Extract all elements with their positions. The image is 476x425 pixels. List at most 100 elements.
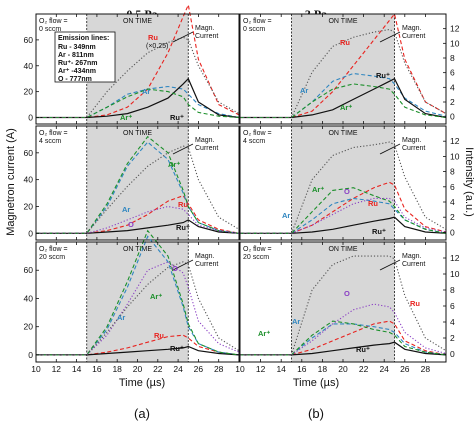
y-tick-label-right: 0 bbox=[450, 227, 455, 237]
series-line-ru bbox=[240, 181, 447, 234]
series-line-ar bbox=[36, 235, 240, 356]
y-tick-label-right: 4 bbox=[450, 197, 455, 207]
series-label-arplus: Ar⁺ bbox=[168, 160, 180, 169]
series-line-ar bbox=[240, 323, 447, 356]
legend-entry: Ru - 349nm bbox=[58, 44, 96, 51]
series-label-arplus: Ar⁺ bbox=[340, 103, 352, 112]
y-tick-label-right: 10 bbox=[450, 38, 460, 48]
series-line-ru bbox=[36, 77, 240, 119]
on-time-label: ON TIME bbox=[328, 246, 357, 253]
legend-entry: O - 777nm bbox=[58, 76, 92, 83]
x-tick-label: 14 bbox=[72, 364, 82, 374]
x-axis-label-0: Time (µs) bbox=[119, 377, 165, 389]
series-label-ruplus: Ru⁺ bbox=[170, 344, 184, 353]
sublabel-b: (b) bbox=[308, 406, 324, 421]
series-label-ru: Ru bbox=[148, 33, 158, 42]
magn-current-label: Current bbox=[402, 145, 425, 152]
series-line-ru bbox=[240, 216, 447, 234]
series-label-ar: Ar bbox=[122, 205, 130, 214]
series-line-o bbox=[36, 261, 240, 356]
o2-flow-value: 0 sccm bbox=[39, 26, 61, 33]
y-tick-label-right: 2 bbox=[450, 333, 455, 343]
x-axis-label-1: Time (µs) bbox=[293, 377, 339, 389]
series-label-ru: Ru bbox=[154, 331, 164, 340]
magn-current-label: Current bbox=[195, 261, 218, 268]
y-tick-label-left: 0 bbox=[28, 350, 33, 360]
annotations-group: Magn.CurrentMagn.CurrentMagn.CurrentMagn… bbox=[54, 25, 425, 354]
series-label-ru: Ru bbox=[410, 299, 420, 308]
y-tick-label-right: 8 bbox=[450, 167, 455, 177]
y-tick-label-right: 12 bbox=[450, 136, 460, 146]
y-tick-label-right: 2 bbox=[450, 212, 455, 222]
y-axis-label-left: Magnetron current (A) bbox=[5, 128, 17, 236]
legend-title: Emission lines: bbox=[58, 35, 109, 42]
series-line-ar bbox=[240, 320, 447, 356]
y-tick-label-left: 60 bbox=[24, 265, 34, 275]
series-label-ar: Ar bbox=[300, 86, 308, 95]
on-time-label: ON TIME bbox=[328, 18, 357, 25]
magn-current-arrow bbox=[379, 143, 401, 155]
y-tick-label-left: 40 bbox=[24, 175, 34, 185]
x-tick-label: 22 bbox=[359, 364, 369, 374]
series-line-ar bbox=[240, 187, 447, 234]
x-tick-label: 16 bbox=[297, 364, 307, 374]
x-tick-label: 22 bbox=[153, 364, 163, 374]
series-label-ar: Ar bbox=[142, 87, 150, 96]
y-tick-label-left: 60 bbox=[24, 148, 34, 158]
magn-current-label: Magn. bbox=[195, 25, 215, 32]
series-label-arplus: Ar⁺ bbox=[312, 185, 324, 194]
x-tick-label: 20 bbox=[133, 364, 143, 374]
series-line-ru bbox=[36, 195, 240, 234]
y-tick-label-left: 0 bbox=[28, 228, 33, 238]
x-tick-label: 20 bbox=[338, 364, 348, 374]
series-label-arplus: Ar⁺ bbox=[120, 113, 132, 122]
series-line-magncurrent bbox=[36, 261, 240, 356]
y-tick-label-left: 40 bbox=[24, 61, 34, 71]
o2-flow-label: O₂ flow = bbox=[39, 130, 68, 137]
y-tick-label-left: 40 bbox=[24, 293, 34, 303]
on-time-label: ON TIME bbox=[123, 18, 152, 25]
o2-flow-label: O₂ flow = bbox=[39, 246, 68, 253]
y-tick-label-right: 10 bbox=[450, 151, 460, 161]
magn-current-label: Current bbox=[195, 33, 218, 40]
series-label-o: O bbox=[172, 264, 178, 273]
y-tick-label-left: 60 bbox=[24, 35, 34, 45]
legend-entry: Ar - 811nm bbox=[58, 52, 94, 59]
y-tick-label-right: 6 bbox=[450, 301, 455, 311]
series-label-arplus: Ar⁺ bbox=[150, 292, 162, 301]
series-label-ru: Ru bbox=[340, 38, 350, 47]
series-label-ruplus: Ru⁺ bbox=[376, 71, 390, 80]
on-time-label: ON TIME bbox=[123, 130, 152, 137]
on-time-band bbox=[86, 126, 189, 240]
o2-flow-label: O₂ flow = bbox=[39, 18, 68, 25]
y-tick-label-right: 0 bbox=[450, 112, 455, 122]
series-label-ru: Ru bbox=[178, 200, 188, 209]
magn-current-label: Current bbox=[402, 261, 425, 268]
y-tick-label-right: 2 bbox=[450, 97, 455, 107]
x-tick-label: 12 bbox=[256, 364, 266, 374]
x-tick-label: 18 bbox=[112, 364, 122, 374]
series-line-ar bbox=[36, 141, 240, 234]
magn-current-label: Magn. bbox=[195, 137, 215, 144]
series-label-ruplus: Ru⁺ bbox=[372, 227, 386, 236]
x-tick-label: 18 bbox=[318, 364, 328, 374]
o2-flow-label: O₂ flow = bbox=[243, 18, 272, 25]
series-label-o: O bbox=[344, 289, 350, 298]
sublabel-a: (a) bbox=[134, 406, 150, 421]
series-label-ru: Ru bbox=[368, 199, 378, 208]
y-tick-label-right: 0 bbox=[450, 349, 455, 359]
series-line-o bbox=[240, 197, 447, 234]
series-label-o: O bbox=[344, 187, 350, 196]
magn-current-label: Current bbox=[195, 145, 218, 152]
series-label-arplus: Ar⁺ bbox=[258, 329, 270, 338]
o2-flow-label: O₂ flow = bbox=[243, 246, 272, 253]
on-time-band bbox=[291, 126, 395, 240]
on-time-label: ON TIME bbox=[123, 246, 152, 253]
x-tick-label: 14 bbox=[276, 364, 286, 374]
magn-current-arrow bbox=[379, 259, 401, 271]
magn-current-arrow bbox=[379, 31, 401, 43]
series-label-ruplus: Ru⁺ bbox=[356, 345, 370, 354]
x-tick-label: 24 bbox=[173, 364, 183, 374]
o2-flow-value: 20 sccm bbox=[243, 254, 269, 261]
